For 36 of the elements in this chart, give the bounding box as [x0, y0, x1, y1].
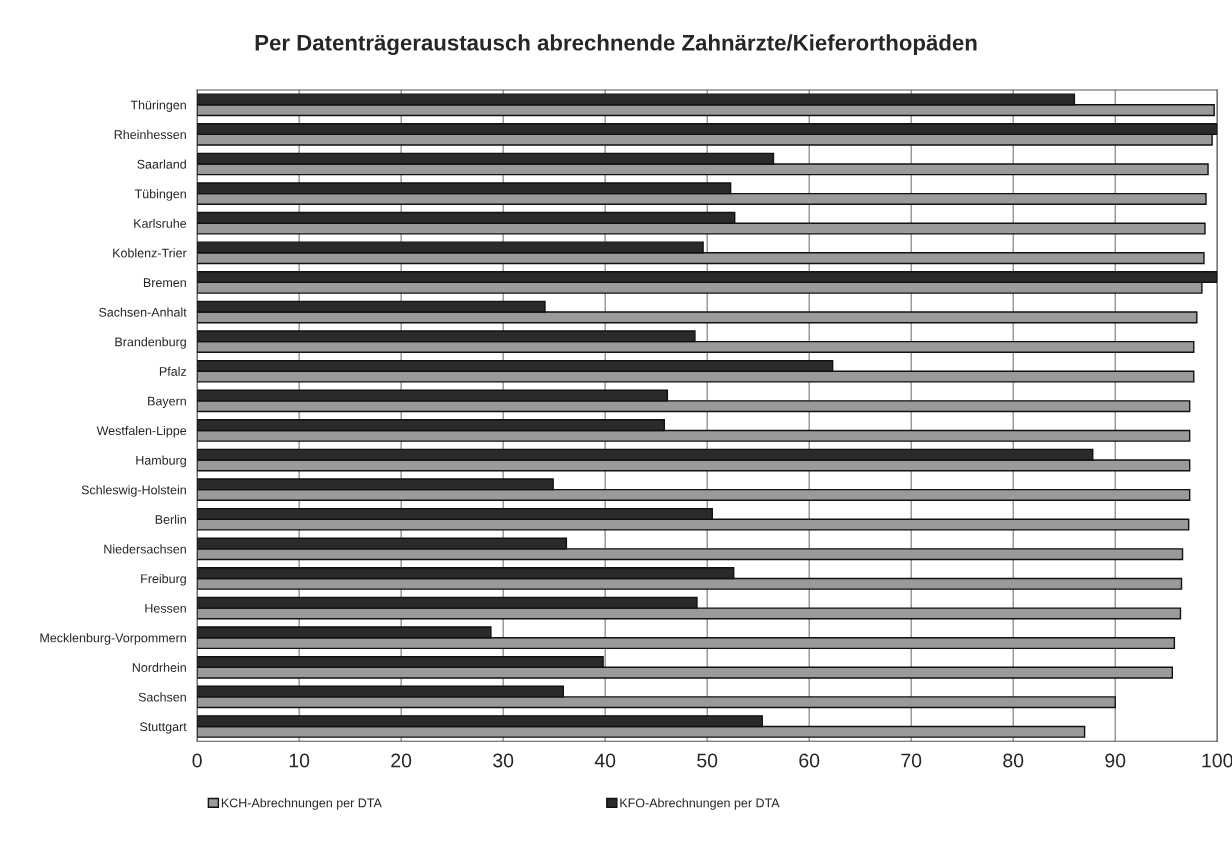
y-tick-label: Niedersachsen	[104, 544, 186, 554]
y-tick-label: Rheinhessen	[114, 129, 186, 140]
y-tick-label: Sachsen-Anhalt	[99, 307, 187, 317]
y-tick-label: Berlin	[155, 514, 186, 524]
x-tick-label: 100	[1202, 753, 1232, 768]
y-tick-label: Pfalz	[159, 366, 187, 376]
y-tick-label: Thüringen	[130, 100, 186, 112]
y-tick-label: Saarland	[137, 159, 186, 169]
x-tick-label: 70	[901, 753, 922, 768]
y-tick-label: Bremen	[143, 278, 186, 288]
y-tick-label: Freiburg	[141, 573, 186, 586]
legend-label: KFO-Abrechnungen per DTA	[620, 798, 780, 810]
x-tick-label: 10	[289, 753, 310, 768]
x-tick-label: 20	[391, 753, 412, 768]
y-tick-label: Brandenburg	[115, 337, 186, 349]
y-tick-label: Tübingen	[134, 189, 186, 201]
y-tick-label: Schleswig-Holstein	[81, 485, 186, 497]
y-tick-label: Stuttgart	[140, 722, 187, 734]
chart-title: Per Datenträgeraustausch abrechnende Zahnärzte/Kieferorthopäden	[255, 34, 977, 56]
y-tick-label: Karlsruhe	[134, 218, 187, 228]
y-tick-label: Mecklenburg-Vorpommern	[40, 633, 186, 645]
y-tick-label: Hamburg	[136, 455, 186, 468]
x-tick-label: 80	[1003, 753, 1024, 768]
y-tick-label: Sachsen	[138, 692, 186, 702]
x-tick-label: 40	[594, 753, 616, 768]
x-tick-label: 50	[697, 753, 718, 768]
y-tick-label: Westfalen-Lippe	[96, 425, 187, 438]
x-tick-label: 30	[493, 753, 514, 768]
x-tick-label: 60	[799, 753, 820, 768]
x-tick-label: 90	[1105, 753, 1126, 768]
y-tick-label: Hessen	[145, 604, 186, 613]
legend-label: KCH-Abrechnungen per DTA	[221, 798, 382, 810]
y-tick-label: Koblenz-Trier	[113, 248, 187, 258]
y-tick-label: Nordrhein	[132, 662, 186, 672]
x-tick-label: 0	[192, 753, 202, 768]
y-tick-label: Bayern	[148, 396, 186, 408]
